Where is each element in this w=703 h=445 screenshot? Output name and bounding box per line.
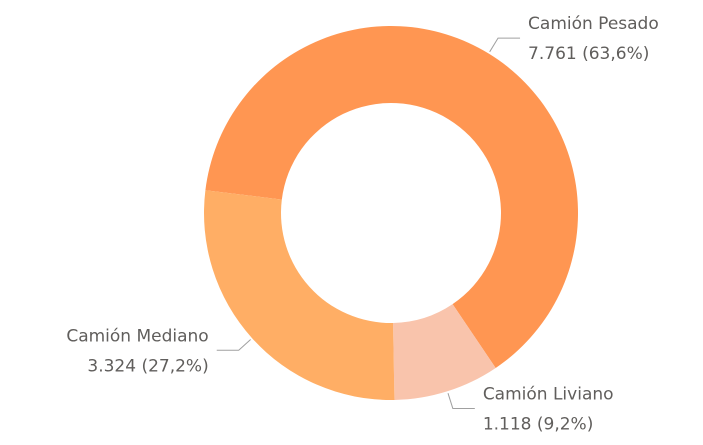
- slice-value-label: 7.761 (63,6%): [528, 44, 649, 64]
- slice-value-label: 3.324 (27,2%): [87, 356, 208, 376]
- slice-value-label: 1.118 (9,2%): [483, 414, 594, 434]
- donut-slice: [393, 304, 496, 400]
- leader-line: [447, 393, 475, 409]
- leader-line: [489, 37, 521, 53]
- leader-line: [216, 339, 251, 351]
- slice-label: Camión Pesado: [528, 14, 659, 34]
- donut-slice: [205, 25, 579, 368]
- donut-slice: [204, 190, 395, 400]
- slice-label: Camión Mediano: [66, 326, 208, 346]
- slice-label: Camión Liviano: [483, 384, 614, 404]
